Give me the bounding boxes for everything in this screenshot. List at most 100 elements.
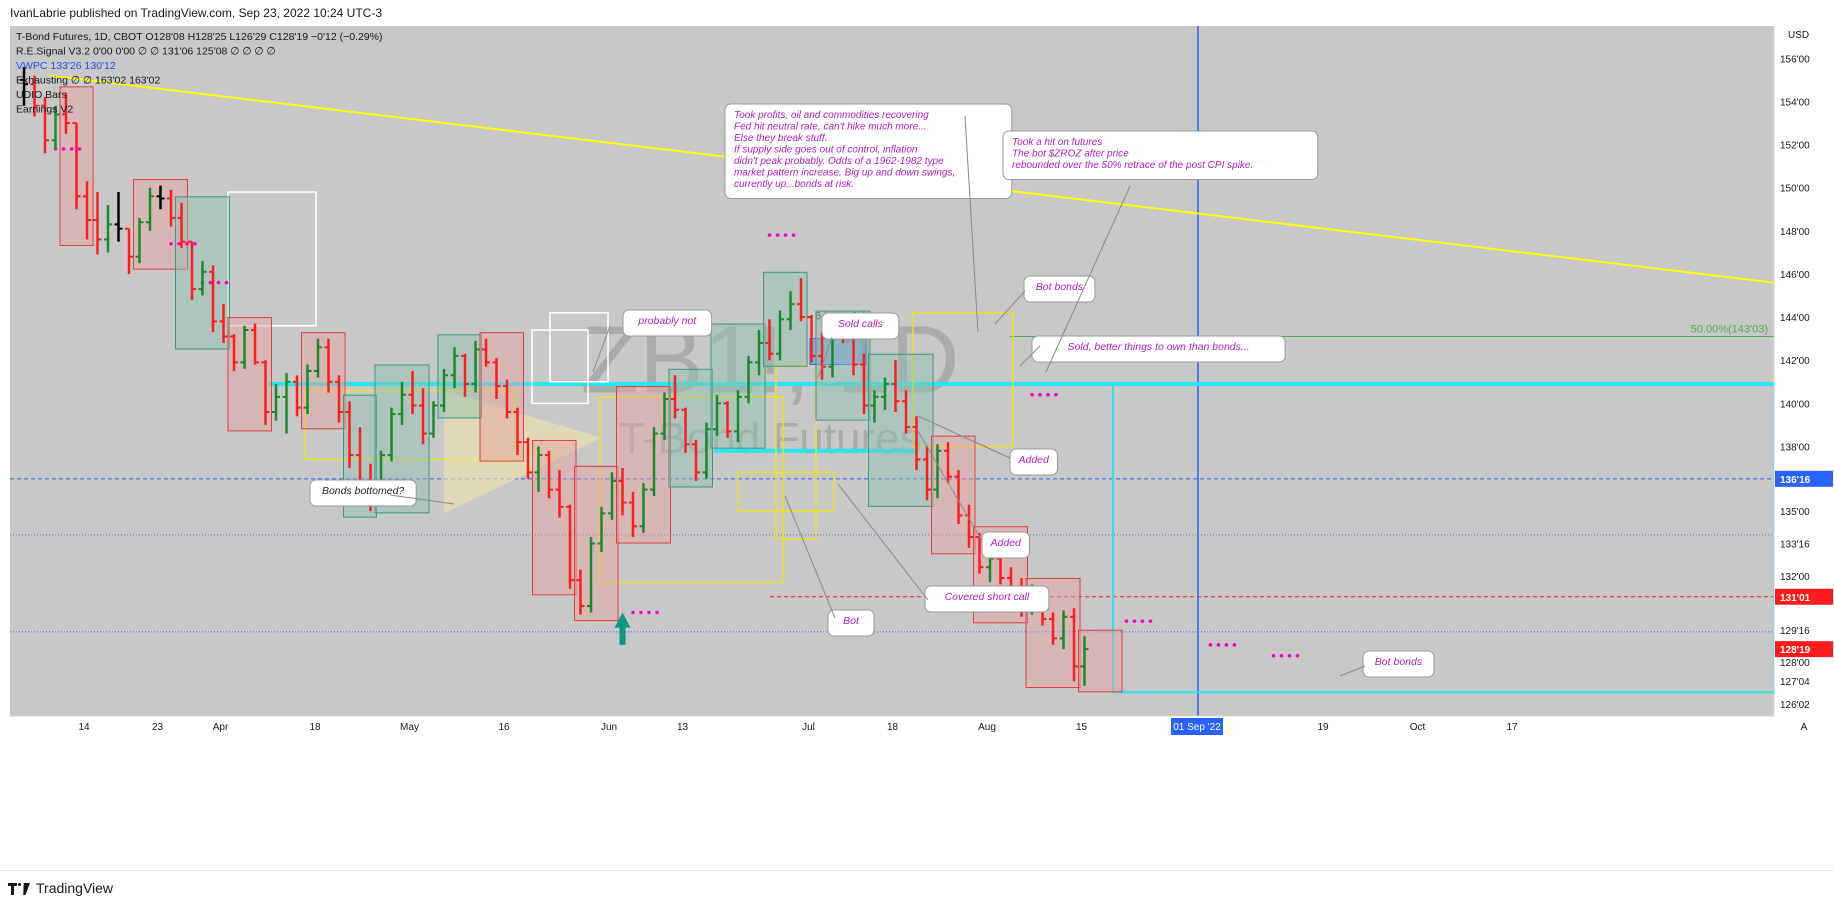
time-tick-label: 15 xyxy=(1076,722,1088,733)
measure-box xyxy=(809,338,867,366)
callout-pointer xyxy=(817,336,833,379)
price-label-text: 131'01 xyxy=(1780,593,1811,604)
time-tick-label: 13 xyxy=(677,722,689,733)
signal-dot xyxy=(61,147,66,151)
white-box xyxy=(549,312,609,383)
annotation-box xyxy=(1031,335,1286,363)
publish-info: IvanLabrie published on TradingView.com,… xyxy=(10,6,383,20)
signal-dot xyxy=(208,280,213,285)
white-box xyxy=(531,329,589,405)
signal-dot xyxy=(1271,653,1276,658)
time-label-text: 01 Sep '22 xyxy=(1173,722,1221,733)
time-axis-background xyxy=(10,716,1774,738)
price-tick-label: 142'00 xyxy=(1780,356,1810,367)
signal-dot xyxy=(1279,653,1284,658)
annotation-text: didn't peak probably. Odds of a 1962-198… xyxy=(734,156,944,167)
signal-dot xyxy=(1148,619,1153,623)
callout-pointer xyxy=(1019,345,1041,367)
signal-dot xyxy=(1124,619,1129,623)
tradingview-icon xyxy=(8,881,30,895)
annotation-text: Added xyxy=(990,537,1023,549)
annotation-text: If supply side goes out of control, infl… xyxy=(734,145,918,156)
price-tick-label: 127'04 xyxy=(1780,677,1810,688)
candle-group-box xyxy=(868,353,934,507)
signal-dot xyxy=(1132,619,1137,623)
annotation-text: Else they break stuff. xyxy=(734,133,827,144)
callout-pointer xyxy=(1045,185,1131,373)
signal-dot xyxy=(185,241,189,246)
signal-dot xyxy=(1216,643,1221,647)
time-tick-label: Oct xyxy=(1410,722,1426,733)
fib-label: 50.00%(143'03) xyxy=(1691,324,1768,336)
legend-line: Exhausting ∅ ∅ 163'02 163'02 xyxy=(16,75,160,87)
axis-unit: USD xyxy=(1788,30,1809,41)
signal-dot xyxy=(655,610,659,615)
price-axis[interactable]: USD 156'00 154'00 152'00 150'00 148'00 146'00 1… xyxy=(1773,26,1834,716)
price-axis-background xyxy=(1774,26,1834,716)
price-tick-label: 156'00 xyxy=(1780,54,1810,65)
price-label-badge xyxy=(1775,641,1833,658)
annotation-text: rebounded over the 50% retrace of the po… xyxy=(1012,160,1253,171)
annotation-callout: probably not xyxy=(622,309,713,337)
time-axis[interactable]: 14 23 Apr 18 May 16 Jun 13 Jul 18 Aug 15 01 Sep '22 1… xyxy=(10,715,1834,738)
price-tick-label: 140'00 xyxy=(1780,399,1810,410)
signal-dot xyxy=(647,610,651,615)
annotation-box xyxy=(1002,130,1319,180)
annotation-box xyxy=(622,309,713,337)
callout-pointer xyxy=(389,494,455,505)
annotation-text: currently up...bonds at risk. xyxy=(734,179,854,190)
time-tick-label: 17 xyxy=(1506,722,1518,733)
price-bars xyxy=(20,66,1089,686)
signal-dot xyxy=(224,280,229,285)
signal-dot xyxy=(783,233,788,237)
legend-line: UDIO Bars xyxy=(16,89,67,101)
annotation-callout: Took profits, oil and commodities recove… xyxy=(724,103,1013,199)
time-tick-label: Apr xyxy=(213,722,229,733)
time-tick-label: 18 xyxy=(887,722,899,733)
callout-pointer xyxy=(994,290,1026,325)
callout-pointer xyxy=(917,415,1011,459)
annotation-callout: Sold, better things to own than bonds... xyxy=(1031,335,1286,363)
tradingview-logo[interactable]: TradingView xyxy=(8,878,113,898)
time-tick-label: 19 xyxy=(1317,722,1329,733)
annotation-box xyxy=(309,479,417,507)
price-label-badge xyxy=(1775,588,1833,605)
time-tick-label: 23 xyxy=(152,722,164,733)
price-tick-label: 146'00 xyxy=(1780,270,1810,281)
legend-line: Earnings V2 xyxy=(16,104,73,116)
time-tick-label: Aug xyxy=(978,722,996,733)
annotation-callout: Added xyxy=(1009,448,1058,476)
annotation-text: Sold, better things to own than bonds... xyxy=(1068,341,1250,353)
price-label-badge xyxy=(1775,470,1833,487)
triangle-shade xyxy=(444,390,602,514)
annotation-text: probably not xyxy=(637,315,697,327)
auto-scale-button: A xyxy=(1801,722,1808,733)
signal-dot xyxy=(1140,619,1145,623)
annotation-callout: Bot xyxy=(827,609,875,637)
annotation-text: Took profits, oil and commodities recove… xyxy=(734,110,929,121)
price-tick-label: 148'00 xyxy=(1780,227,1810,238)
signal-dot xyxy=(1038,392,1042,397)
price-tick-label: 135'00 xyxy=(1780,507,1810,518)
signal-dot xyxy=(1208,643,1213,647)
callout-pointer xyxy=(1339,665,1366,677)
time-tick-label: 16 xyxy=(498,722,510,733)
publish-header: IvanLabrie published on TradingView.com,… xyxy=(0,0,1834,26)
callout-pointer xyxy=(592,325,611,373)
annotation-text: Added xyxy=(1018,454,1051,466)
annotation-box xyxy=(1023,275,1096,303)
annotation-box xyxy=(981,531,1030,559)
callout-pointer xyxy=(784,495,836,619)
price-tick-label: 133'16 xyxy=(1780,540,1810,551)
axis-corner xyxy=(1774,716,1834,738)
signal-dot xyxy=(1224,643,1229,647)
annotation-callout: Added xyxy=(981,531,1030,559)
time-tick-label: Jul xyxy=(802,722,815,733)
annotation-text: Sold calls xyxy=(838,318,884,330)
signal-dot xyxy=(767,233,772,237)
callout-pointer xyxy=(917,430,983,542)
signal-dot xyxy=(631,610,635,615)
